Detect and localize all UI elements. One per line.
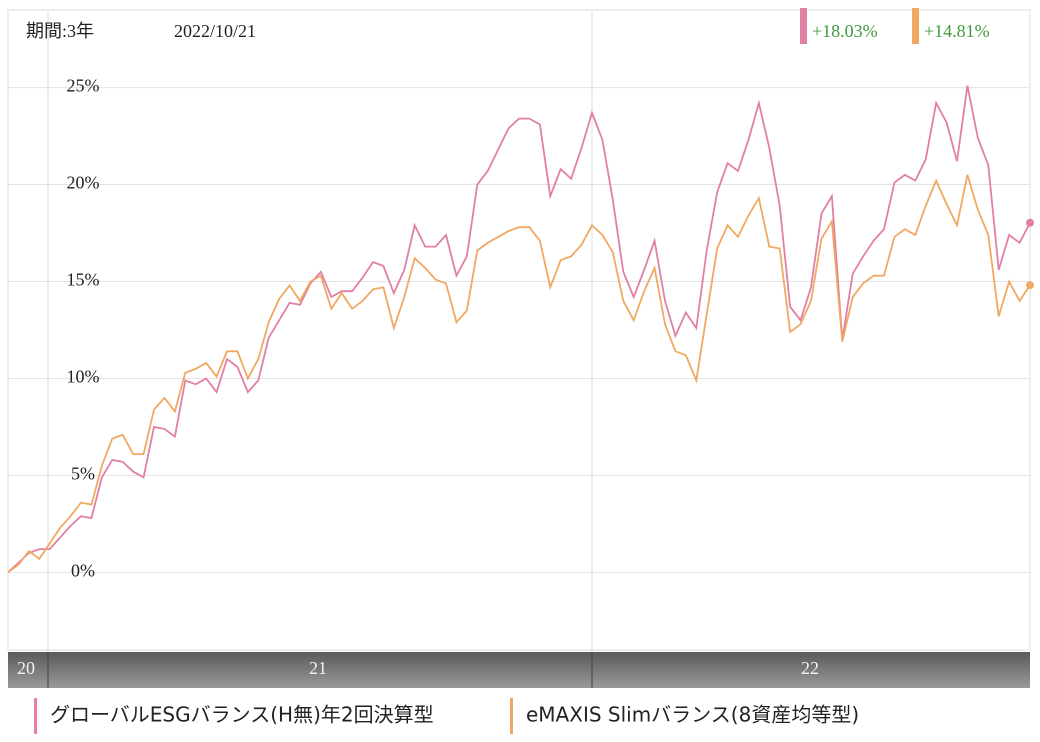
legend-label: グローバルESGバランス(H無)年2回決算型: [50, 703, 434, 727]
period-label: 21: [309, 658, 327, 678]
legend-swatch: [34, 698, 37, 734]
date: 2022/10/21: [174, 21, 256, 41]
y-tick-label: 5%: [71, 464, 95, 484]
grid: 0% 5% 10% 15% 20% 25%: [8, 76, 1030, 581]
y-tick-label: 25%: [67, 76, 100, 96]
period-label: 22: [801, 658, 819, 678]
y-tick-label: 15%: [67, 270, 100, 290]
series-line: [7, 85, 1031, 574]
period: 期間:3年: [26, 21, 94, 41]
end-value: +18.03%: [812, 21, 878, 41]
period-label: 20: [17, 658, 35, 678]
legend-swatch: [912, 8, 919, 44]
legend: グローバルESGバランス(H無)年2回決算型 eMAXIS Slimバランス(8資…: [34, 698, 859, 734]
legend-swatch: [510, 698, 513, 734]
y-tick-label: 10%: [67, 367, 100, 387]
lines: [7, 85, 1034, 574]
end-marker: [1026, 281, 1034, 290]
end-marker: [1026, 218, 1034, 227]
period-bar: [8, 652, 1030, 688]
end-value: +14.81%: [924, 21, 990, 41]
y-tick-label: 20%: [67, 173, 100, 193]
header-values: +18.03% +14.81%: [800, 8, 990, 44]
y-tick-label: 0%: [71, 561, 95, 581]
legend-label: eMAXIS Slimバランス(8資産均等型): [526, 703, 859, 727]
plot-area: [7, 9, 1031, 651]
series-line: [7, 174, 1031, 574]
legend-swatch: [800, 8, 807, 44]
